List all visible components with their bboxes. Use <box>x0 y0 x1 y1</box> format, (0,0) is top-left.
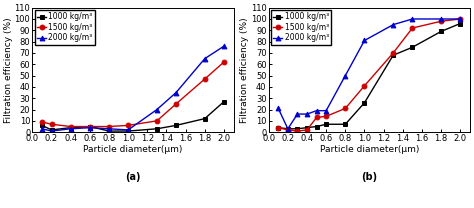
1500 kg/m³ <box>304 129 310 131</box>
1500 kg/m³ <box>323 115 329 118</box>
2000 kg/m³ <box>125 129 131 131</box>
1000 kg/m³ <box>87 125 93 128</box>
1000 kg/m³ <box>285 128 291 130</box>
1000 kg/m³ <box>154 128 160 130</box>
2000 kg/m³ <box>173 91 179 94</box>
Text: (b): (b) <box>361 172 377 182</box>
Y-axis label: Filtration efficiency (%): Filtration efficiency (%) <box>240 17 249 123</box>
1000 kg/m³ <box>314 125 319 128</box>
1000 kg/m³ <box>221 100 227 103</box>
2000 kg/m³ <box>154 108 160 111</box>
2000 kg/m³ <box>314 109 319 112</box>
1500 kg/m³ <box>125 124 131 127</box>
1000 kg/m³ <box>438 30 444 33</box>
1000 kg/m³ <box>173 124 179 127</box>
2000 kg/m³ <box>304 113 310 115</box>
2000 kg/m³ <box>294 113 300 115</box>
2000 kg/m³ <box>221 45 227 47</box>
1500 kg/m³ <box>106 125 112 128</box>
1500 kg/m³ <box>154 120 160 122</box>
2000 kg/m³ <box>87 126 93 129</box>
1000 kg/m³ <box>125 130 131 132</box>
Line: 1000 kg/m³: 1000 kg/m³ <box>276 21 463 131</box>
2000 kg/m³ <box>362 39 367 42</box>
2000 kg/m³ <box>49 130 55 132</box>
1500 kg/m³ <box>173 103 179 105</box>
1000 kg/m³ <box>106 130 112 132</box>
1500 kg/m³ <box>343 107 348 110</box>
1500 kg/m³ <box>202 78 208 80</box>
Line: 1500 kg/m³: 1500 kg/m³ <box>276 17 463 134</box>
1500 kg/m³ <box>391 52 396 54</box>
1500 kg/m³ <box>39 121 45 123</box>
1000 kg/m³ <box>49 129 55 131</box>
2000 kg/m³ <box>343 74 348 77</box>
2000 kg/m³ <box>202 57 208 60</box>
1500 kg/m³ <box>457 18 463 20</box>
1000 kg/m³ <box>391 54 396 56</box>
1000 kg/m³ <box>202 117 208 120</box>
X-axis label: Particle diameter(μm): Particle diameter(μm) <box>83 145 182 154</box>
1500 kg/m³ <box>68 125 73 128</box>
2000 kg/m³ <box>285 128 291 130</box>
1500 kg/m³ <box>438 20 444 22</box>
1000 kg/m³ <box>304 126 310 129</box>
1000 kg/m³ <box>68 126 73 129</box>
Line: 2000 kg/m³: 2000 kg/m³ <box>276 17 463 131</box>
1000 kg/m³ <box>323 123 329 125</box>
Text: (a): (a) <box>125 172 141 182</box>
2000 kg/m³ <box>275 107 281 110</box>
1500 kg/m³ <box>294 130 300 132</box>
1500 kg/m³ <box>49 123 55 125</box>
Line: 2000 kg/m³: 2000 kg/m³ <box>39 44 227 134</box>
1500 kg/m³ <box>285 129 291 131</box>
2000 kg/m³ <box>323 109 329 112</box>
1000 kg/m³ <box>39 124 45 127</box>
1500 kg/m³ <box>275 126 281 129</box>
Legend: 1000 kg/m³, 1500 kg/m³, 2000 kg/m³: 1000 kg/m³, 1500 kg/m³, 2000 kg/m³ <box>35 10 95 45</box>
2000 kg/m³ <box>391 23 396 26</box>
Line: 1000 kg/m³: 1000 kg/m³ <box>39 99 227 134</box>
1500 kg/m³ <box>87 125 93 128</box>
1000 kg/m³ <box>275 126 281 129</box>
2000 kg/m³ <box>39 128 45 130</box>
2000 kg/m³ <box>106 128 112 130</box>
1000 kg/m³ <box>457 22 463 25</box>
Legend: 1000 kg/m³, 1500 kg/m³, 2000 kg/m³: 1000 kg/m³, 1500 kg/m³, 2000 kg/m³ <box>271 10 331 45</box>
1000 kg/m³ <box>410 46 415 48</box>
Y-axis label: Filtration efficiency (%): Filtration efficiency (%) <box>4 17 13 123</box>
1500 kg/m³ <box>362 84 367 87</box>
2000 kg/m³ <box>68 128 73 130</box>
1000 kg/m³ <box>343 123 348 125</box>
1000 kg/m³ <box>362 102 367 104</box>
2000 kg/m³ <box>410 18 415 20</box>
X-axis label: Particle diameter(μm): Particle diameter(μm) <box>319 145 419 154</box>
1500 kg/m³ <box>314 116 319 119</box>
1500 kg/m³ <box>221 61 227 63</box>
2000 kg/m³ <box>438 18 444 20</box>
2000 kg/m³ <box>457 18 463 20</box>
1000 kg/m³ <box>294 128 300 130</box>
1500 kg/m³ <box>410 27 415 29</box>
Line: 1500 kg/m³: 1500 kg/m³ <box>39 59 227 129</box>
